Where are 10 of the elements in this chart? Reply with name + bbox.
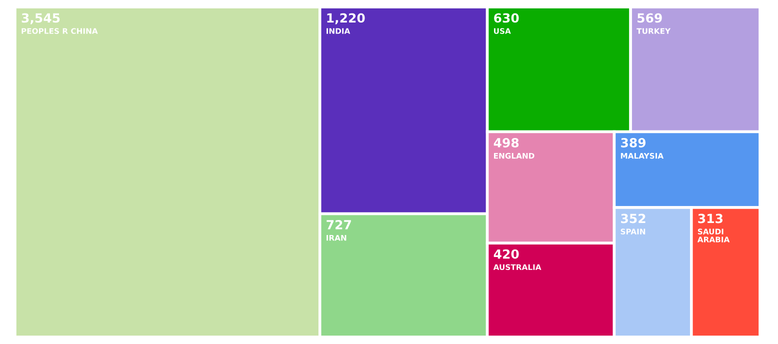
- data-label: 389: [621, 138, 646, 148]
- data-label: 630: [494, 13, 519, 23]
- data-label: 569: [638, 13, 662, 23]
- data-label: 313: [698, 214, 722, 224]
- data-label: 352: [621, 214, 646, 224]
- data-label: 1,220: [327, 13, 365, 24]
- data-label: 3,545: [22, 13, 60, 24]
- data-label: 727: [326, 220, 351, 230]
- data-label: 498: [494, 138, 519, 148]
- data-label: 420: [494, 249, 519, 259]
